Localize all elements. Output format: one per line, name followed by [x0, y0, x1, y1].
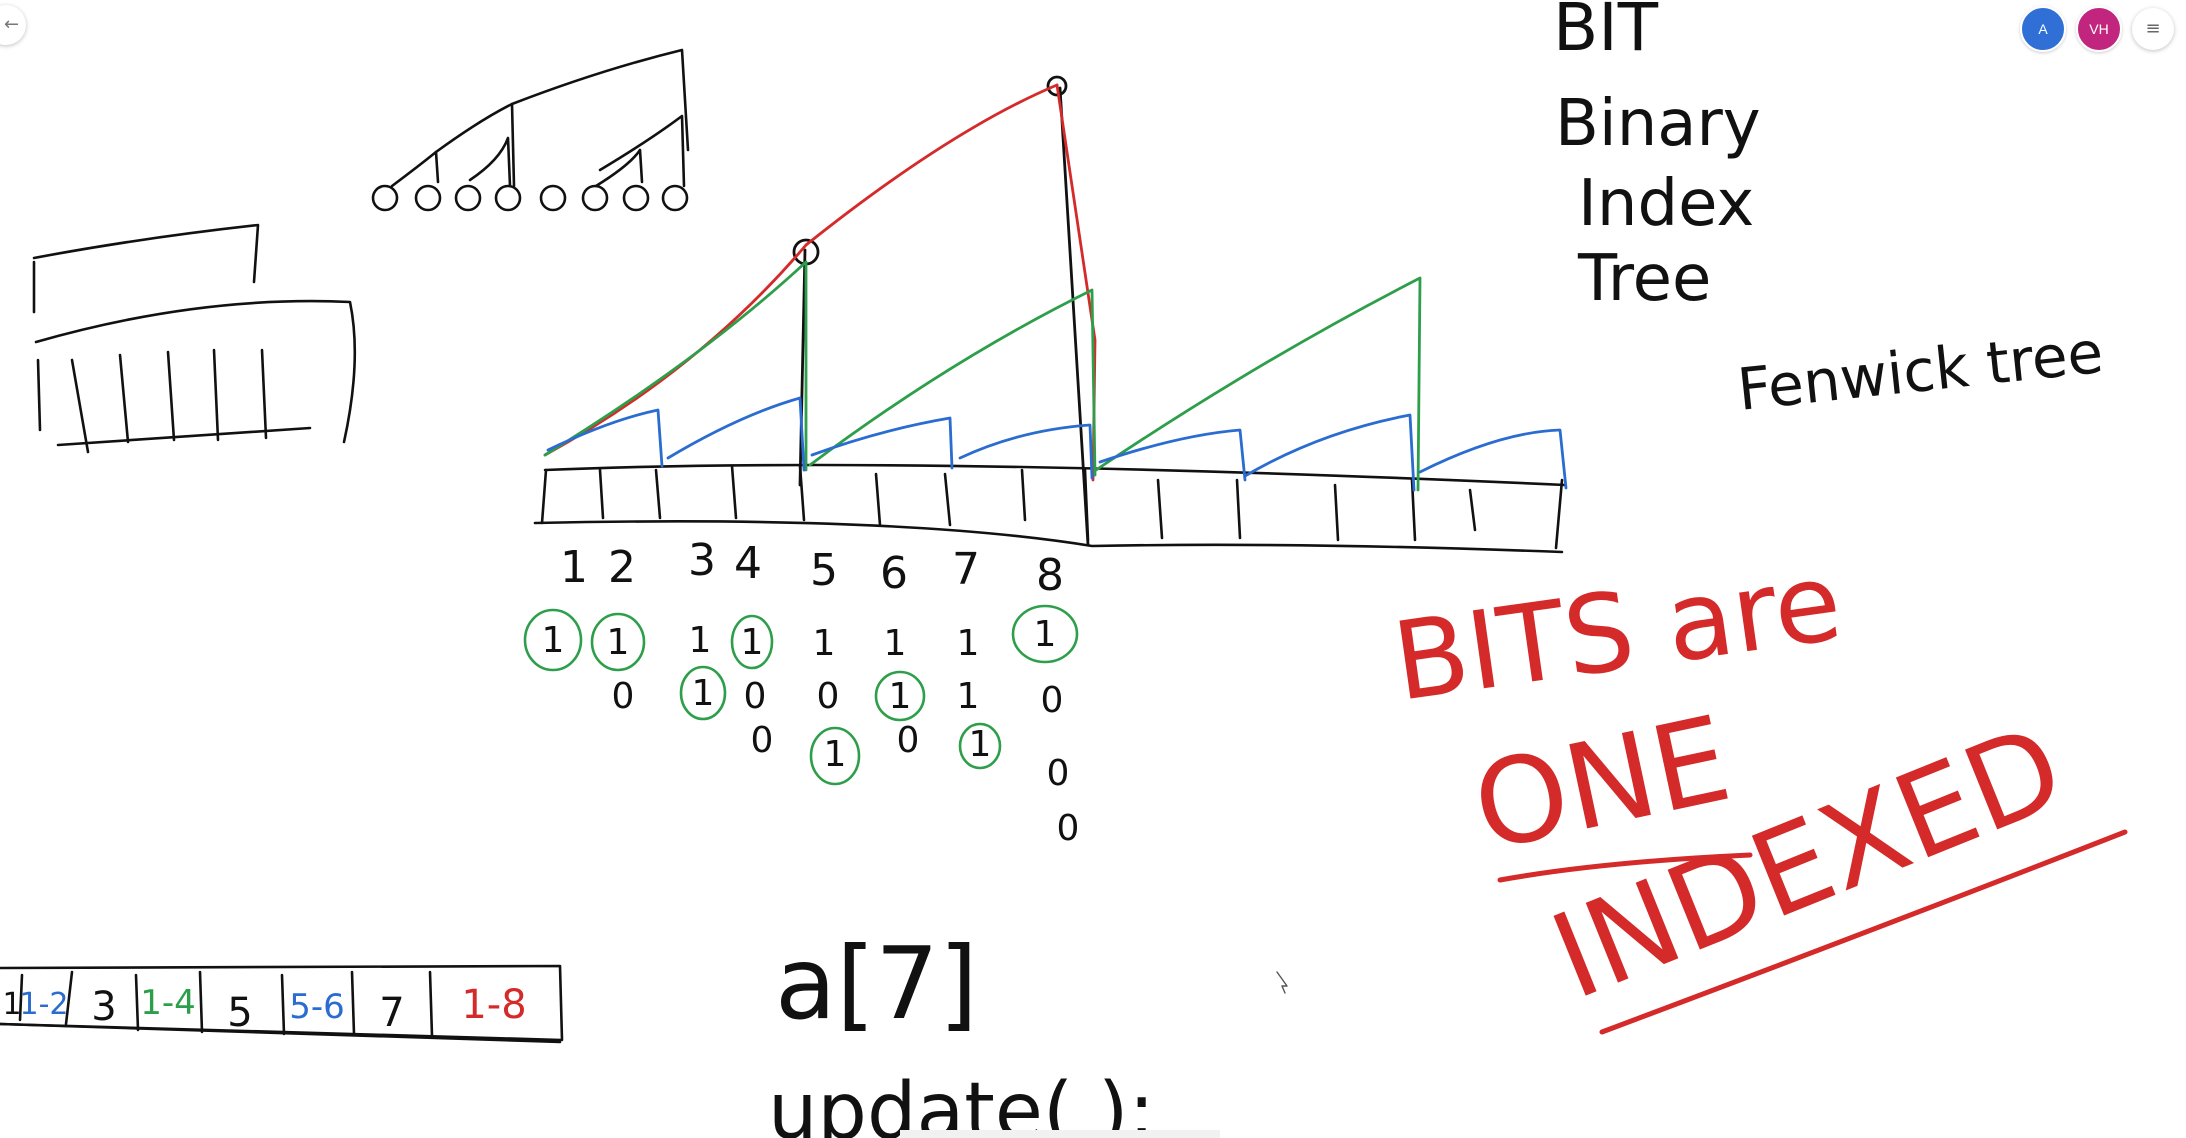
set-bit-circles [523, 604, 1079, 786]
title-word-binary: Binary [1555, 87, 1761, 161]
index-labels: 1 2 3 4 5 6 7 8 [560, 535, 1064, 601]
index-label: 8 [1036, 550, 1064, 601]
array-cell: 1 [2, 987, 21, 1022]
bit-rows: 1 1 1 1 1 1 1 1 0 1 0 0 1 1 0 0 1 0 1 0 … [542, 614, 1080, 849]
title-word-index: Index [1578, 167, 1754, 241]
index-label: 1 [560, 542, 588, 593]
tree-sketch [371, 48, 690, 212]
index-label: 5 [810, 545, 838, 596]
hamburger-icon: ≡ [2145, 18, 2161, 39]
index-label: 6 [880, 548, 908, 599]
array-cell: 1-8 [461, 982, 526, 1028]
bit-cell: 1 [1034, 614, 1057, 655]
code-note: a[7] update( ); [768, 925, 1155, 1138]
array-cell: 3 [91, 984, 116, 1030]
bit-cell: 0 [817, 676, 840, 717]
bit-cell: 0 [744, 676, 767, 717]
bit-cell: 1 [824, 734, 847, 775]
bit-cell: 1 [741, 622, 764, 663]
bit-cell: 0 [612, 676, 635, 717]
index-label: 4 [734, 538, 762, 589]
toolbar: ← A VH ≡ [0, 0, 2186, 60]
range-sketch [32, 223, 357, 454]
code-line-2: update( ); [768, 1067, 1155, 1138]
menu-button[interactable]: ≡ [2132, 8, 2174, 50]
array-cell: 7 [379, 990, 404, 1036]
bit-cell: 1 [884, 623, 907, 664]
avatar[interactable]: VH [2076, 6, 2122, 52]
note-line-1: BITS are [1386, 539, 1848, 725]
bit-cell: 1 [957, 623, 980, 664]
index-label: 7 [952, 544, 980, 595]
red-ranges [543, 83, 1097, 482]
back-button[interactable]: ← [0, 5, 26, 45]
index-label: 3 [688, 535, 716, 586]
bit-cell: 1 [542, 620, 565, 661]
array-cell: 1-2 [20, 987, 69, 1022]
bit-cell: 0 [1057, 808, 1080, 849]
array-cell: 1-4 [140, 983, 196, 1023]
title-block: BIT Binary Index Tree Fenwick tree [1553, 0, 2106, 424]
title-abbrev: BIT [1553, 0, 1659, 66]
array-cell: 5 [227, 990, 252, 1036]
bit-cell: 1 [689, 620, 712, 661]
bottom-toolbar-edge [900, 1130, 1220, 1138]
bit-cell: 1 [607, 622, 630, 663]
index-label: 2 [608, 542, 636, 593]
title-word-tree: Tree [1577, 242, 1711, 316]
bit-cell: 1 [957, 676, 980, 717]
alt-name: Fenwick tree [1734, 318, 2106, 424]
bit-cell: 1 [889, 676, 912, 717]
arrow-left-icon: ← [4, 14, 20, 35]
avatar[interactable]: A [2020, 6, 2066, 52]
red-underline [1497, 829, 2128, 1035]
bit-array-cells: 1 1-2 3 1-4 5 5-6 7 1-8 [2, 982, 526, 1036]
bit-cell: 0 [1041, 680, 1064, 721]
bit-cell: 1 [813, 623, 836, 664]
code-line-1: a[7] [775, 925, 978, 1042]
blue-ranges [546, 396, 1568, 492]
bit-cell: 0 [1047, 753, 1070, 794]
red-note: BITS are ONE INDEXED [1386, 539, 2081, 1026]
bit-cell: 0 [751, 720, 774, 761]
participants: A VH ≡ [2020, 6, 2174, 52]
bit-cell: 1 [692, 673, 715, 714]
bit-array [0, 964, 564, 1044]
green-ranges [543, 260, 1422, 492]
bit-cell: 0 [897, 720, 920, 761]
pen-cursor-icon [1276, 971, 1288, 994]
array-cell: 5-6 [289, 987, 345, 1027]
bit-cell: 1 [969, 724, 992, 765]
